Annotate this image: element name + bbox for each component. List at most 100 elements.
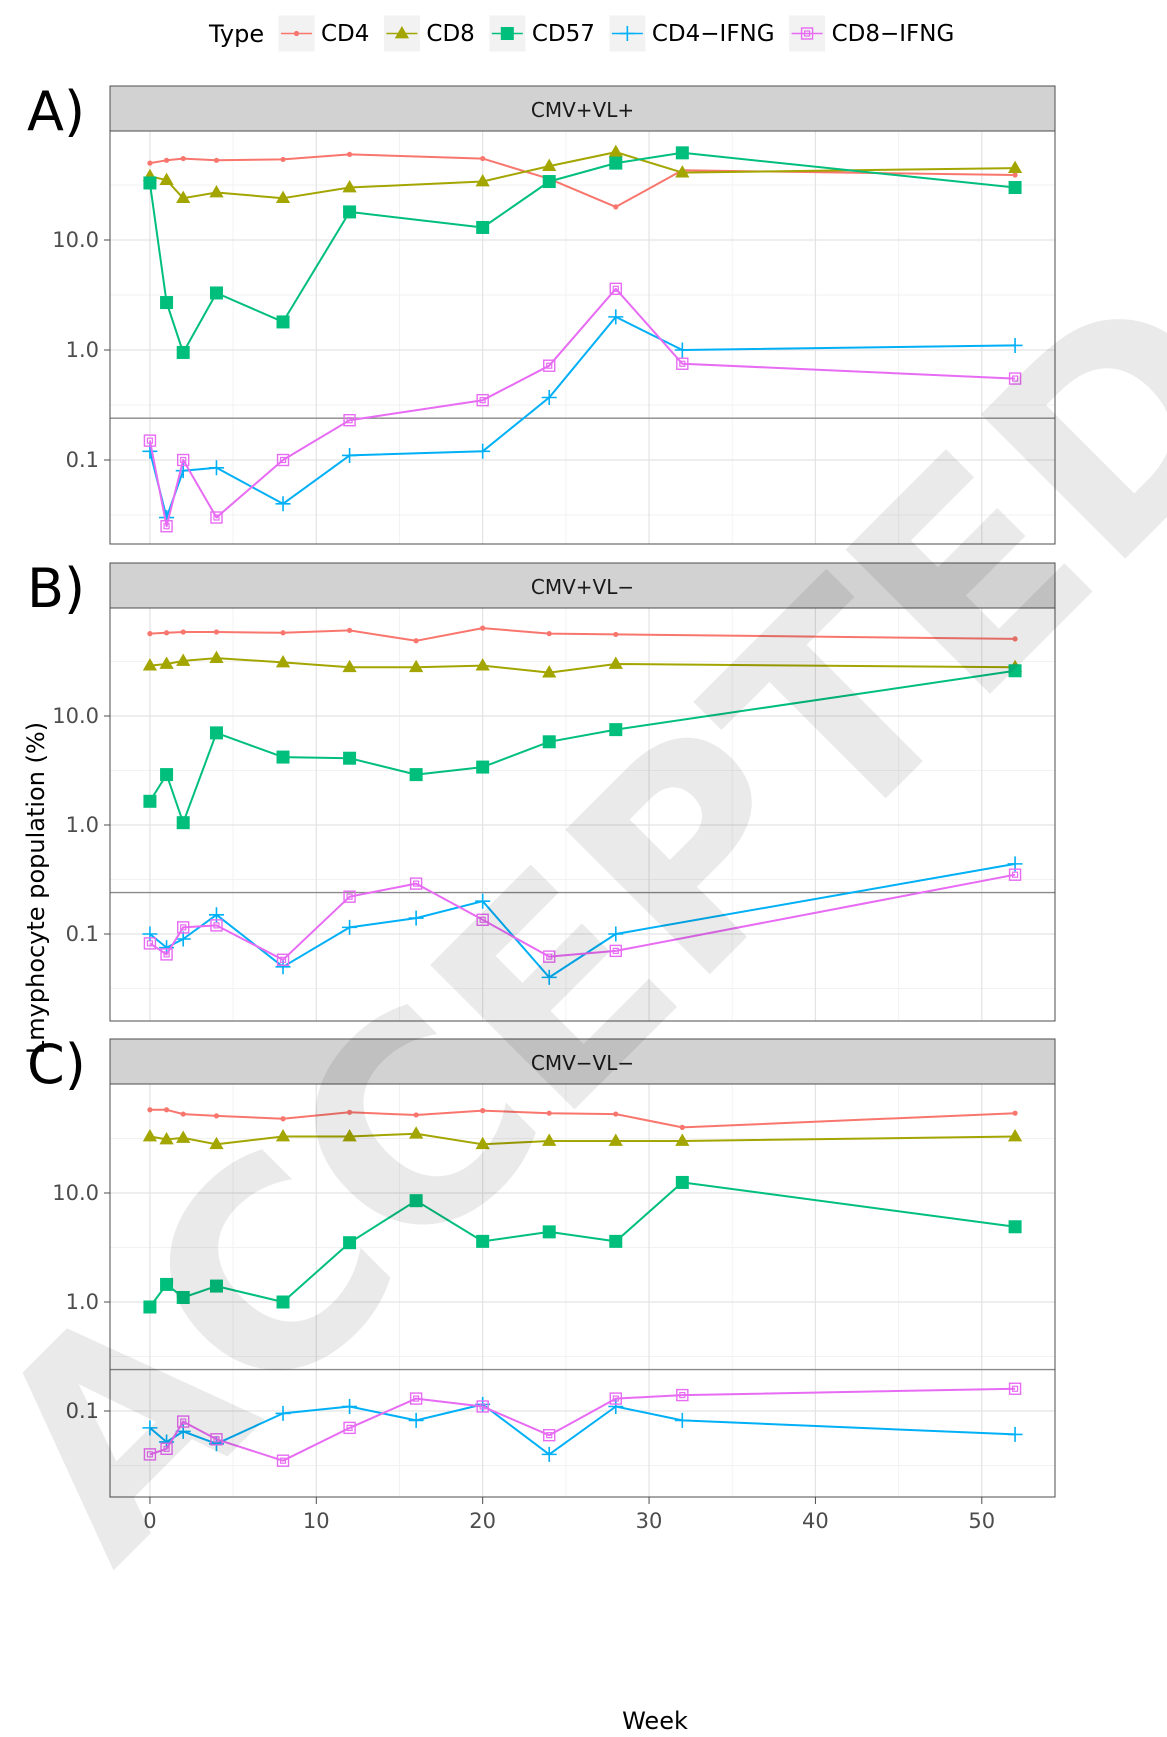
point-1-4-6 [409, 877, 423, 890]
panel-background-0 [110, 131, 1055, 544]
point-1-4-5-inner [346, 893, 353, 900]
point-0-0-2 [180, 155, 186, 162]
point-0-1-6 [475, 174, 490, 187]
point-0-0-5 [346, 151, 353, 158]
point-1-4-8-outline [543, 950, 556, 963]
point-2-0-11 [1012, 1110, 1018, 1116]
point-1-2-3 [209, 726, 223, 740]
point-1-4-2-inner [180, 924, 187, 931]
point-2-2-5 [343, 1236, 357, 1250]
point-0-4-1-inner [163, 523, 170, 530]
point-2-2-7 [476, 1234, 490, 1248]
x-axis: 0 10 20 30 40 50 [143, 1497, 995, 1533]
point-1-4-9-inner [612, 947, 619, 954]
point-0-3-10 [1007, 337, 1023, 353]
point-0-3-6 [475, 443, 491, 459]
point-1-0-10 [1012, 636, 1018, 642]
point-0-4-5-outline [343, 414, 356, 427]
strip-label-0: CMV+VL+ [531, 98, 634, 122]
point-2-4-2 [177, 1415, 190, 1428]
point-1-2-9 [609, 723, 623, 737]
point-1-4-5-outline [343, 890, 356, 903]
point-2-0-10 [679, 1124, 685, 1130]
point-1-4-4-outline [276, 953, 290, 966]
point-0-4-2-outline [177, 453, 190, 467]
point-0-1-10 [1007, 160, 1023, 174]
point-2-0-1 [163, 1107, 170, 1113]
series-1-1 [142, 650, 1023, 678]
point-1-2-5 [343, 751, 357, 765]
legend: Type CD4 CD8 CD57 CD4−IFNG CD8−IFNG [208, 14, 954, 53]
legend-key-marker-4-inner [803, 30, 811, 37]
point-1-4-7 [476, 913, 489, 926]
point-2-3-8 [541, 1446, 557, 1462]
point-1-4-1-inner [163, 951, 170, 958]
legend-label-1: CD8 [426, 21, 474, 47]
point-1-4-9 [609, 944, 622, 958]
point-0-1-7 [542, 158, 557, 171]
point-1-4-6-inner [413, 880, 420, 887]
panel-letter-2: C) [27, 1033, 86, 1096]
point-2-4-5 [343, 1421, 356, 1435]
point-0-2-10 [1008, 181, 1022, 195]
point-2-1-8 [542, 1133, 557, 1146]
point-1-1-3 [209, 650, 224, 663]
point-0-0-3 [213, 157, 220, 163]
point-1-3-9 [608, 926, 624, 942]
point-0-4-10 [1008, 372, 1022, 385]
point-2-4-9 [609, 1392, 622, 1405]
point-2-1-10 [675, 1133, 690, 1146]
point-2-1-9 [608, 1133, 623, 1146]
point-0-4-4-outline [276, 453, 290, 467]
point-0-4-9 [676, 357, 689, 370]
series-2-2 [143, 1175, 1022, 1314]
point-2-4-10 [676, 1388, 689, 1402]
point-0-1-1 [159, 172, 174, 186]
point-0-3-5 [342, 447, 358, 463]
point-0-4-8-inner [612, 285, 619, 292]
point-2-3-4 [275, 1405, 291, 1421]
point-0-4-3-outline [210, 511, 223, 524]
point-2-1-2 [176, 1130, 191, 1143]
y-tick-label-0-0: 10.0 [52, 228, 99, 252]
point-0-2-4 [276, 315, 290, 329]
legend-key-2 [488, 14, 527, 53]
point-1-0-0 [147, 631, 153, 637]
series-line-0-4 [148, 287, 1016, 528]
point-2-4-7 [476, 1400, 489, 1413]
series-2-0 [147, 1107, 1018, 1130]
legend-key-marker-4 [800, 27, 814, 40]
point-2-1-6 [409, 1126, 424, 1139]
point-0-4-0 [143, 434, 157, 447]
point-2-4-8-inner [546, 1432, 553, 1439]
point-0-1-4 [275, 190, 291, 204]
point-2-2-9 [609, 1234, 623, 1248]
point-1-4-3 [210, 919, 223, 932]
point-0-2-3 [209, 286, 223, 300]
panel-1: CMV+VL− 10.0 1.0 0.1 B) [27, 557, 1056, 1022]
point-1-1-9 [608, 656, 623, 669]
point-0-1-3 [209, 185, 224, 198]
legend-key-marker-2 [500, 27, 514, 40]
point-0-4-4 [276, 453, 290, 467]
point-1-4-7-outline [476, 913, 489, 926]
point-2-4-5-inner [346, 1424, 353, 1431]
point-2-1-3 [209, 1136, 224, 1150]
series-1-2 [143, 664, 1022, 830]
x-tick-label-5: 50 [968, 1509, 995, 1533]
point-0-0-6 [480, 155, 486, 162]
series-2-4 [143, 1382, 1022, 1467]
point-1-1-7 [475, 658, 490, 671]
x-tick-label-4: 40 [802, 1509, 829, 1533]
point-0-2-6 [476, 220, 490, 234]
point-2-4-0-inner [146, 1451, 154, 1458]
point-0-4-10-inner [1011, 375, 1019, 382]
point-1-1-8 [542, 665, 557, 678]
point-1-2-0 [143, 794, 157, 808]
point-2-4-3-inner [213, 1436, 220, 1443]
point-1-0-4 [280, 630, 286, 636]
point-2-2-2 [176, 1290, 190, 1304]
panel-2: CMV−VL− 10.0 1.0 0.1 C) [27, 1033, 1056, 1498]
point-2-4-1 [160, 1442, 173, 1455]
point-1-4-6-outline [409, 877, 423, 890]
